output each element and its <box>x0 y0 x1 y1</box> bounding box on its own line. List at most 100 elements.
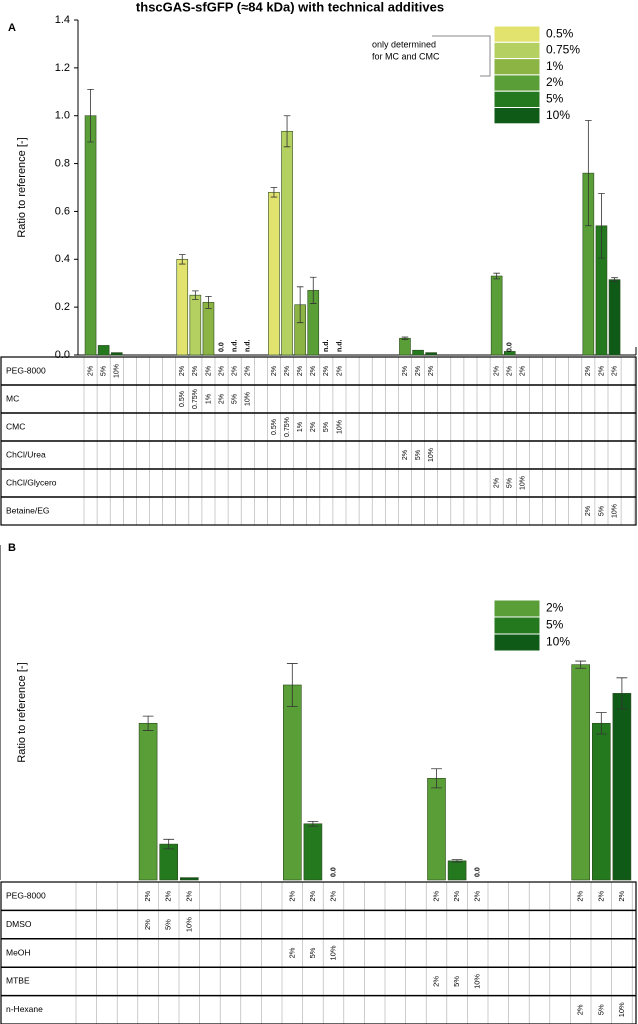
y-axis-label: Ratio to reference [-] <box>16 137 28 237</box>
legend-label: 2% <box>546 601 564 615</box>
table-cell: 2% <box>576 1004 585 1015</box>
table-cell: 0.75% <box>284 417 291 437</box>
bar <box>447 860 467 881</box>
table-cell: 2% <box>297 366 304 376</box>
table-cell: 0.5% <box>271 419 278 435</box>
table-cell: 2% <box>310 366 317 376</box>
value-label: n.d. <box>231 340 238 352</box>
table-cell: 2% <box>271 366 278 376</box>
table-cell: 2% <box>87 366 94 376</box>
bar <box>180 877 199 881</box>
table-cell: 10% <box>520 476 527 490</box>
table-cell: 2% <box>218 394 225 404</box>
error-bar <box>142 715 154 731</box>
table-row-label: MTBE <box>6 976 30 986</box>
table-cell: 5% <box>452 976 461 987</box>
table-cell: 2% <box>308 890 317 901</box>
bar <box>503 351 516 356</box>
table-row-label: CMC <box>6 421 25 431</box>
error-bar <box>307 820 319 827</box>
table-border <box>0 881 637 1024</box>
bar <box>268 191 280 356</box>
bar <box>490 275 503 356</box>
error-bar <box>611 277 618 282</box>
table-cell: 10% <box>617 1002 626 1017</box>
value-label: n.d. <box>245 340 252 352</box>
bar <box>189 294 202 356</box>
bar <box>427 778 446 881</box>
table-row-label: ChCl/Glycero <box>6 477 57 487</box>
table-cell: 2% <box>287 947 296 958</box>
y-tick-label: 0.8 <box>55 157 70 169</box>
value-label: 0.0 <box>218 342 225 352</box>
table-cell: 2% <box>431 976 440 987</box>
table-cell: 2% <box>164 890 173 901</box>
error-bar <box>616 677 628 710</box>
legend-swatch <box>493 90 541 108</box>
error-bar <box>598 193 605 259</box>
table-cell: 5% <box>323 422 330 432</box>
y-tick-label: 0.2 <box>55 301 70 313</box>
table-row-label: MC <box>6 393 19 403</box>
bar <box>110 352 123 356</box>
error-bar <box>431 768 442 789</box>
bar <box>591 722 611 881</box>
table-cell: 2% <box>585 506 592 516</box>
table-cell: 2% <box>585 366 592 376</box>
annotation-bracket <box>432 35 491 77</box>
table-row-label: ChCl/Urea <box>6 449 46 459</box>
bar <box>399 337 411 356</box>
table-cell: 10% <box>336 420 343 434</box>
table-cell: 2% <box>598 366 605 376</box>
table-row-label: Betaine/EG <box>6 505 49 515</box>
error-bar <box>163 838 175 850</box>
y-tick-label: 0.6 <box>55 205 70 217</box>
legend-swatch <box>493 616 541 635</box>
table-cell: 10% <box>184 917 193 932</box>
table-cell: 2% <box>617 890 626 901</box>
legend-label: 0.75% <box>546 43 580 57</box>
table-cell: 2% <box>205 366 212 376</box>
table-row-label: PEG-8000 <box>6 890 46 900</box>
table-cell: 2% <box>428 366 435 376</box>
table-cell: 2% <box>192 366 199 376</box>
table-cell: 2% <box>493 366 500 376</box>
table-cell: 10% <box>114 364 121 378</box>
table-cell: 2% <box>402 366 409 376</box>
legend-label: 1% <box>546 59 564 73</box>
panel-label: B <box>8 542 16 554</box>
value-label: n.d. <box>323 340 330 352</box>
bar <box>282 684 302 881</box>
table-cell: 5% <box>415 450 422 460</box>
annotation: only determined <box>372 39 436 49</box>
table-cell: 2% <box>184 890 193 901</box>
table-cell: 2% <box>507 366 514 376</box>
table-cell: 5% <box>598 506 605 516</box>
table-cell: 5% <box>596 1004 605 1015</box>
legend-swatch <box>493 107 541 125</box>
table-cell: 10% <box>328 945 337 960</box>
error-bar <box>575 660 587 669</box>
legend-swatch <box>493 41 541 60</box>
panel-label: A <box>8 22 16 34</box>
table-cell: 2% <box>284 366 291 376</box>
table-cell: 2% <box>402 450 409 460</box>
bar <box>176 258 189 356</box>
error-bar <box>205 295 212 309</box>
table-cell: 5% <box>308 947 317 958</box>
table-cell: 2% <box>452 890 461 901</box>
table-cell: 2% <box>415 366 422 376</box>
error-bar <box>595 712 607 735</box>
value-label: 0.0 <box>475 867 482 877</box>
table-cell: 2% <box>328 890 337 901</box>
chart-title: thscGAS-sfGFP (≈84 kDa) with technical a… <box>136 0 444 14</box>
table-cell: 10% <box>245 392 252 406</box>
y-tick-label: 1.4 <box>55 14 70 26</box>
annotation: for MC and CMC <box>372 51 440 61</box>
table-cell: 2% <box>323 366 330 376</box>
table-cell: 5% <box>231 394 238 404</box>
bar <box>425 352 437 356</box>
table-cell: 2% <box>231 366 238 376</box>
error-bar <box>401 336 409 340</box>
legend-label: 5% <box>546 92 564 106</box>
